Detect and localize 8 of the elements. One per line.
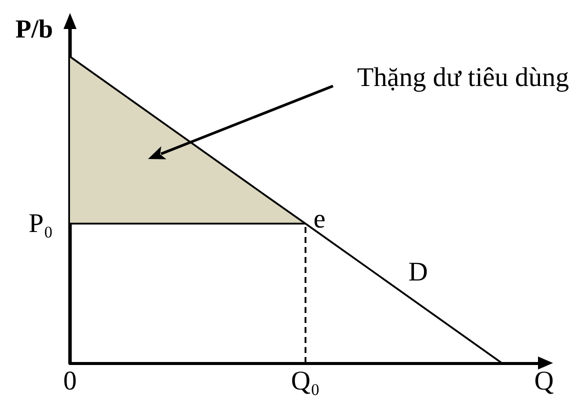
x-axis-title: Q (534, 366, 554, 396)
y-axis-title: P/b (15, 14, 53, 44)
annotation: Thặng dư tiêu dùng (357, 62, 569, 92)
x-tick-label: Q₀ (291, 366, 320, 396)
text: P₀ (28, 208, 53, 238)
series-label: D (408, 256, 428, 287)
annotation: e (314, 204, 326, 234)
x-tick-label: 0 (63, 366, 77, 396)
